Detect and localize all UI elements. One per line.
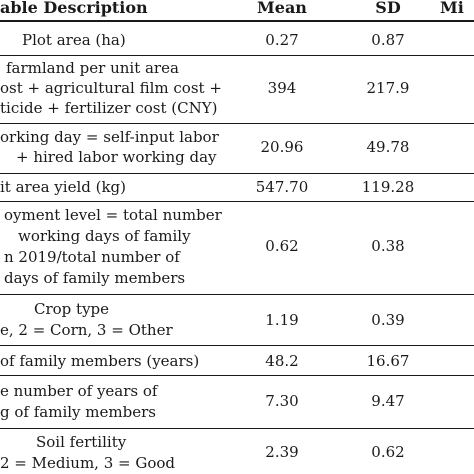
row-sd: 217.9 [366,79,410,97]
row-description: ost + agricultural film cost + [0,79,222,97]
row-description: n 2019/total number of [4,248,180,266]
row-mean: 20.96 [260,138,304,156]
header-min: Mi [440,0,464,17]
row-divider [0,55,474,56]
row-description: ticide + fertilizer cost (CNY) [0,99,218,117]
row-description: Plot area (ha) [22,31,126,49]
row-description: Crop type [34,300,110,318]
row-description: e number of years of [0,382,158,400]
row-description: days of family members [4,269,186,287]
header-mean: Mean [257,0,307,17]
row-description: + hired labor working day [16,148,217,166]
row-description: g of family members [0,403,156,421]
row-sd: 0.87 [371,31,405,49]
row-mean: 2.39 [265,443,299,461]
row-mean: 7.30 [265,392,299,410]
row-description: oyment level = total number [4,206,222,224]
row-mean: 547.70 [255,178,309,196]
row-divider [0,375,474,376]
row-description: 2 = Medium, 3 = Good [0,454,175,472]
row-sd: 119.28 [361,178,415,196]
row-mean: 394 [267,79,297,97]
row-description: e, 2 = Corn, 3 = Other [0,321,173,339]
row-description: of family members (years) [0,352,200,370]
row-sd: 0.62 [371,443,405,461]
row-sd: 0.38 [371,237,405,255]
row-mean: 0.27 [265,31,299,49]
row-description: farmland per unit area [6,59,179,77]
row-mean: 1.19 [265,311,299,329]
row-divider [0,345,474,346]
row-description: orking day = self-input labor [0,128,219,146]
row-sd: 16.67 [366,352,410,370]
header-rule [0,20,474,22]
row-description: working days of family [18,227,191,245]
row-divider [0,428,474,429]
row-divider [0,173,474,174]
row-mean: 0.62 [265,237,299,255]
row-divider [0,123,474,124]
row-divider [0,201,474,202]
row-divider [0,294,474,295]
header-sd: SD [375,0,401,17]
row-description: Soil fertility [36,433,127,451]
row-sd: 49.78 [366,138,410,156]
header-description: able Description [0,0,148,17]
row-sd: 0.39 [371,311,405,329]
row-sd: 9.47 [371,392,405,410]
row-description: it area yield (kg) [0,178,127,196]
row-mean: 48.2 [265,352,299,370]
